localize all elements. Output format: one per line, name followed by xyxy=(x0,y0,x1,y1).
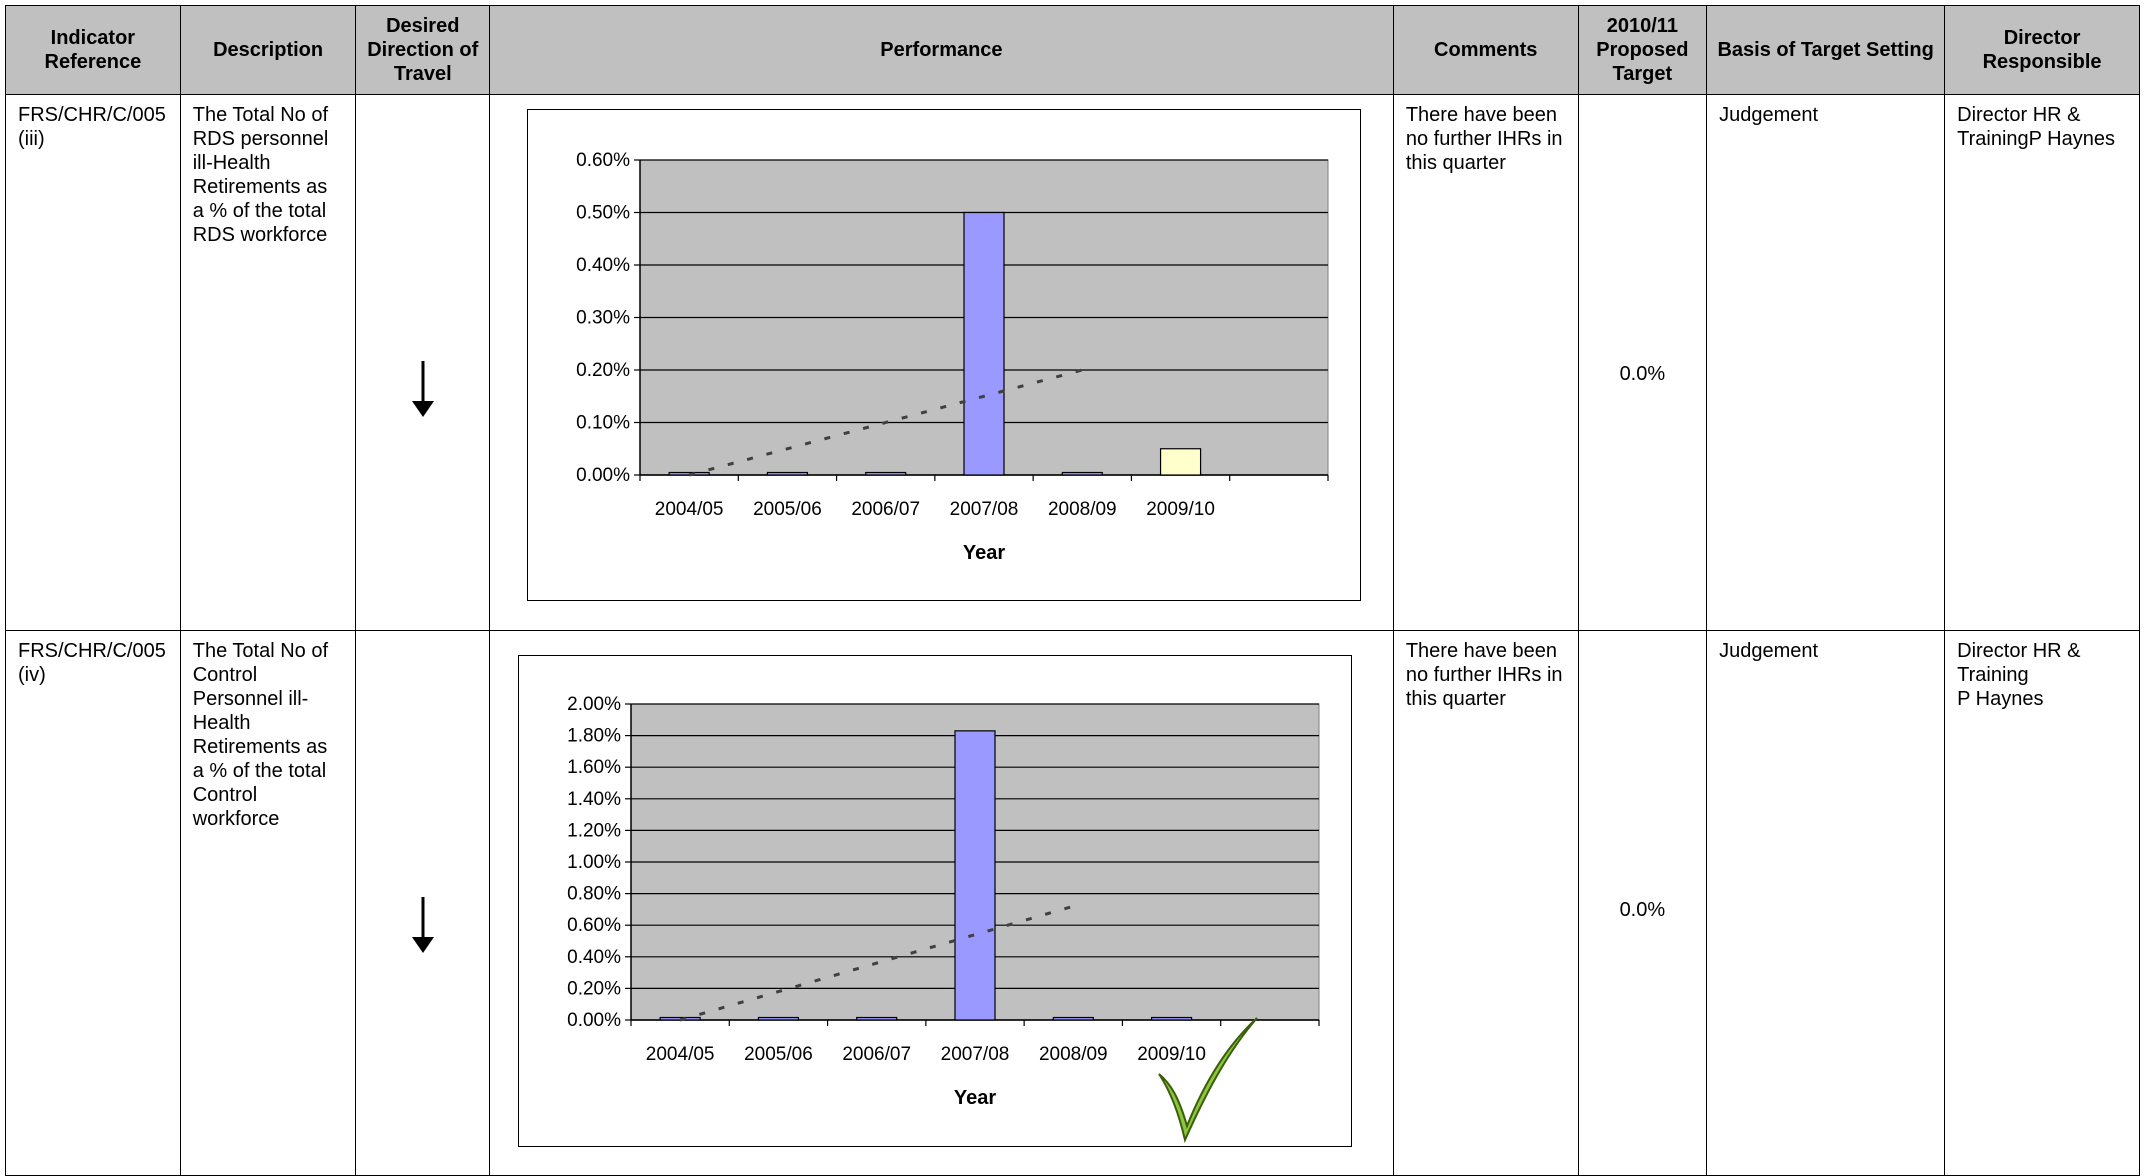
chart-frame: 0.00% 0.20% 0.40% 0.60% 0.80% 1.00% 1.20% 1.40%… xyxy=(518,655,1353,1147)
x-tick-label: 2007/08 xyxy=(941,1044,1010,1065)
chart-frame: 0.00% 0.10% 0.20% 0.30% 0.40% 0.50% 0.60% 2004/… xyxy=(527,109,1362,601)
down-arrow-icon xyxy=(411,897,434,953)
proposed-target: 0.0% xyxy=(1577,630,1708,1176)
bar xyxy=(1061,471,1103,476)
bar xyxy=(865,471,907,476)
director-name-line: Director HR & Training xyxy=(1957,640,2081,686)
y-tick-label: 0.80% xyxy=(567,884,621,905)
direction-of-travel xyxy=(355,630,491,1176)
bar xyxy=(954,730,996,1021)
header-row: Indicator Reference Description Desired … xyxy=(5,5,2140,95)
x-axis-title: Year xyxy=(954,1087,996,1109)
performance-table: Indicator Reference Description Desired … xyxy=(5,5,2140,1176)
performance-chart-cell: 0.00% 0.20% 0.40% 0.60% 0.80% 1.00% 1.20% 1.40%… xyxy=(489,630,1394,1176)
x-tick-label: 2009/10 xyxy=(1137,1044,1206,1065)
x-tick-label: 2008/09 xyxy=(1039,1044,1108,1065)
basis-of-target: Judgement xyxy=(1706,630,1946,1176)
description: The Total No of Control Personnel ill-He… xyxy=(179,630,357,1176)
direction-of-travel xyxy=(355,94,491,631)
comments: There have been no further IHRs in this … xyxy=(1392,630,1579,1176)
trendline xyxy=(679,904,1074,1022)
header-director-responsible: Director Responsible xyxy=(1944,5,2140,95)
x-tick-label: 2006/07 xyxy=(842,1044,911,1065)
header-indicator-reference: Indicator Reference xyxy=(5,5,181,95)
header-description: Description xyxy=(179,5,357,95)
bar xyxy=(1160,448,1202,476)
down-arrow-icon xyxy=(411,361,434,417)
director-responsible: Director HR & TrainingP Haynes xyxy=(1944,94,2140,631)
x-axis-title: Year xyxy=(963,542,1005,564)
header-performance: Performance xyxy=(489,5,1394,95)
header-basis-of-target: Basis of Target Setting xyxy=(1706,5,1946,95)
x-tick-label: 2004/05 xyxy=(646,1044,715,1065)
bar-chart: 0.00% 0.20% 0.40% 0.60% 0.80% 1.00% 1.20% 1.40%… xyxy=(567,694,1320,1144)
basis-of-target: Judgement xyxy=(1706,94,1946,631)
x-tick-label: 2005/06 xyxy=(753,499,822,520)
y-tick-label: 0.60% xyxy=(567,915,621,936)
y-tick-label: 0.40% xyxy=(576,255,630,276)
bar xyxy=(1052,1016,1094,1021)
performance-chart-cell: 0.00% 0.10% 0.20% 0.30% 0.40% 0.50% 0.60% 2004/… xyxy=(489,94,1394,631)
y-tick-label: 1.20% xyxy=(567,820,621,841)
trendline xyxy=(688,368,1083,477)
header-comments: Comments xyxy=(1392,5,1579,95)
y-tick-label: 1.60% xyxy=(567,757,621,778)
y-tick-label: 0.40% xyxy=(567,947,621,968)
proposed-target-value: 0.0% xyxy=(1619,363,1666,385)
table-row: FRS/CHR/C/005 (iv) The Total No of Contr… xyxy=(5,630,2140,1176)
y-tick-label: 0.00% xyxy=(576,465,630,486)
comments: There have been no further IHRs in this … xyxy=(1392,94,1579,631)
proposed-target-value: 0.0% xyxy=(1619,899,1666,921)
bar xyxy=(1151,1016,1193,1021)
y-tick-label: 1.80% xyxy=(567,726,621,747)
y-tick-label: 1.40% xyxy=(567,789,621,810)
director-responsible: Director HR & Training P Haynes xyxy=(1944,630,2140,1176)
description: The Total No of RDS personnel ill-Health… xyxy=(179,94,357,631)
header-proposed-target: 2010/11 Proposed Target xyxy=(1577,5,1708,95)
x-tick-label: 2006/07 xyxy=(851,499,920,520)
indicator-reference: FRS/CHR/C/005 (iii) xyxy=(5,94,181,631)
header-direction-of-travel: Desired Direction of Travel xyxy=(355,5,491,95)
bar xyxy=(963,211,1005,476)
x-tick-label: 2007/08 xyxy=(950,499,1019,520)
y-tick-label: 0.50% xyxy=(576,203,630,224)
y-tick-label: 0.20% xyxy=(567,978,621,999)
x-tick-label: 2004/05 xyxy=(655,499,724,520)
y-tick-label: 1.00% xyxy=(567,852,621,873)
director-name-line: P Haynes xyxy=(1957,688,2044,710)
y-tick-label: 0.00% xyxy=(567,1010,621,1031)
y-tick-label: 0.20% xyxy=(576,360,630,381)
indicator-reference: FRS/CHR/C/005 (iv) xyxy=(5,630,181,1176)
bar xyxy=(856,1016,898,1021)
y-tick-label: 2.00% xyxy=(567,694,621,715)
checkmark-icon xyxy=(1158,1017,1258,1144)
x-tick-label: 2005/06 xyxy=(744,1044,813,1065)
proposed-target: 0.0% xyxy=(1577,94,1708,631)
bar-chart: 0.00% 0.10% 0.20% 0.30% 0.40% 0.50% 0.60% 2004/… xyxy=(576,150,1329,564)
bar xyxy=(757,1016,800,1021)
table-row: FRS/CHR/C/005 (iii) The Total No of RDS … xyxy=(5,94,2140,631)
x-tick-label: 2009/10 xyxy=(1146,499,1215,520)
y-tick-label: 0.60% xyxy=(576,150,630,171)
x-tick-label: 2008/09 xyxy=(1048,499,1117,520)
y-tick-label: 0.30% xyxy=(576,308,630,329)
bar xyxy=(766,471,809,476)
y-tick-label: 0.10% xyxy=(576,413,630,434)
